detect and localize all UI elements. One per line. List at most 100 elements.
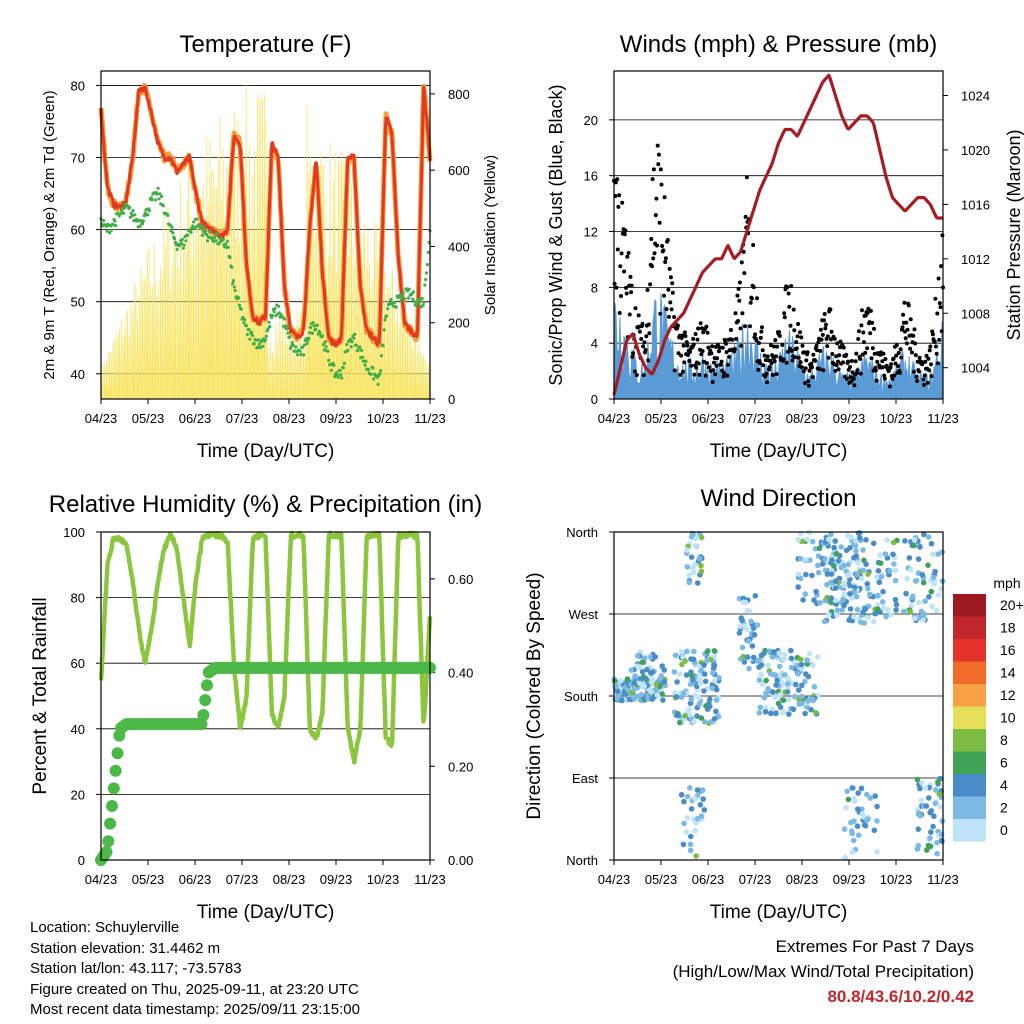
dewpoint-point: [349, 345, 353, 349]
y2-tick-label: 1008: [961, 306, 990, 321]
legend-swatch: [953, 616, 986, 639]
plot-border: [100, 531, 431, 861]
wind-direction-point: [678, 792, 685, 798]
gust-point: [758, 361, 763, 366]
gust-point: [735, 293, 740, 298]
wind-direction-point: [693, 853, 699, 859]
dewpoint-point: [138, 224, 142, 228]
wind-direction-point: [857, 535, 863, 541]
dewpoint-point: [400, 294, 404, 298]
gust-point: [868, 331, 873, 336]
y2-tick-label: 1020: [961, 143, 990, 158]
wind-direction-point: [910, 593, 916, 599]
wind-direction-point: [849, 830, 855, 837]
gust-point: [722, 371, 727, 375]
dewpoint-point: [156, 186, 160, 190]
wind-direction-point: [773, 710, 779, 716]
gust-point: [683, 334, 688, 339]
gust-point: [619, 251, 624, 256]
wind-direction-point: [790, 706, 797, 713]
wind-direction-point: [911, 542, 917, 549]
gust-point: [765, 380, 770, 385]
dewpoint-point: [158, 192, 162, 196]
gust-point: [874, 378, 879, 383]
wind-direction-point: [867, 591, 873, 598]
wind-direction-point: [706, 700, 712, 707]
y2-tick-label: 1024: [961, 88, 990, 103]
dewpoint-point: [225, 239, 229, 243]
wind-direction-point: [916, 599, 922, 606]
gust-point: [711, 368, 716, 373]
wind-direction-point: [927, 843, 934, 850]
wind-direction-point: [684, 564, 691, 570]
gust-point: [717, 345, 722, 350]
wind-direction-point: [774, 677, 780, 684]
gust-point: [834, 354, 839, 359]
wind-direction-point: [698, 562, 704, 569]
dewpoint-point: [155, 192, 159, 196]
dewpoint-point: [242, 321, 246, 325]
wind-direction-point: [701, 671, 708, 677]
wind-direction-point: [803, 571, 809, 578]
y-tick-label: 20: [71, 787, 85, 802]
precip-point: [201, 679, 213, 692]
y2-tick-label: 1012: [961, 252, 990, 267]
wind-direction-point: [758, 662, 765, 668]
gust-point: [668, 275, 673, 280]
gust-point: [818, 327, 823, 332]
gust-point: [893, 361, 898, 366]
wind-direction-point: [635, 693, 641, 700]
dewpoint-point: [261, 344, 265, 348]
wind-direction-point: [758, 652, 765, 658]
wind-direction-point: [793, 681, 799, 688]
gust-point: [772, 359, 777, 364]
panel-4: Wind Direction 04/23 05/23 06/23 07/23 08/23 0…: [524, 485, 1024, 923]
dewpoint-point: [243, 318, 247, 322]
wind-direction-point: [861, 620, 867, 626]
gust-point: [641, 344, 646, 349]
wind-direction-point: [851, 798, 858, 805]
wind-direction-point: [920, 617, 926, 623]
wind-direction-point: [809, 662, 816, 668]
dewpoint-point: [232, 285, 236, 289]
dewpoint-point: [346, 348, 350, 352]
gust-point: [659, 182, 664, 187]
gust-point: [826, 355, 831, 360]
dewpoint-point: [184, 239, 188, 243]
wind-direction-point: [928, 829, 934, 835]
gust-point: [628, 274, 633, 279]
y-tick-label: 0: [78, 853, 85, 868]
gust-point: [791, 307, 796, 312]
gust-point: [911, 333, 916, 338]
dewpoint-point: [389, 297, 393, 302]
legend-swatch: [953, 751, 986, 774]
gust-point: [614, 285, 619, 290]
gust-point: [705, 330, 710, 335]
wind-direction-point: [931, 813, 937, 819]
gust-point: [782, 311, 787, 316]
gust-point: [904, 320, 909, 325]
dewpoint-point: [366, 368, 371, 372]
x-tick-label: 10/23: [367, 411, 400, 426]
gust-point: [819, 337, 824, 342]
wind-direction-point: [695, 815, 701, 822]
wind-direction-point: [809, 696, 816, 703]
wind-direction-point: [890, 539, 897, 546]
y2-tick-label: 0.60: [448, 572, 473, 587]
gust-point: [908, 317, 913, 322]
gust-point: [880, 365, 885, 370]
y-tick-label: 60: [71, 656, 85, 671]
dewpoint-point: [157, 197, 161, 201]
wind-direction-point: [700, 796, 706, 802]
dewpoint-point: [228, 255, 232, 260]
wind-direction-point: [798, 700, 805, 707]
wind-direction-point: [659, 691, 665, 697]
wind-direction-point: [870, 618, 877, 625]
wind-direction-point: [816, 545, 823, 552]
wind-direction-point: [922, 598, 928, 604]
gust-point: [676, 351, 681, 356]
wind-direction-point: [698, 667, 705, 674]
gust-point: [910, 350, 914, 355]
wind-direction-point: [762, 709, 769, 715]
wind-direction-point: [939, 838, 945, 844]
